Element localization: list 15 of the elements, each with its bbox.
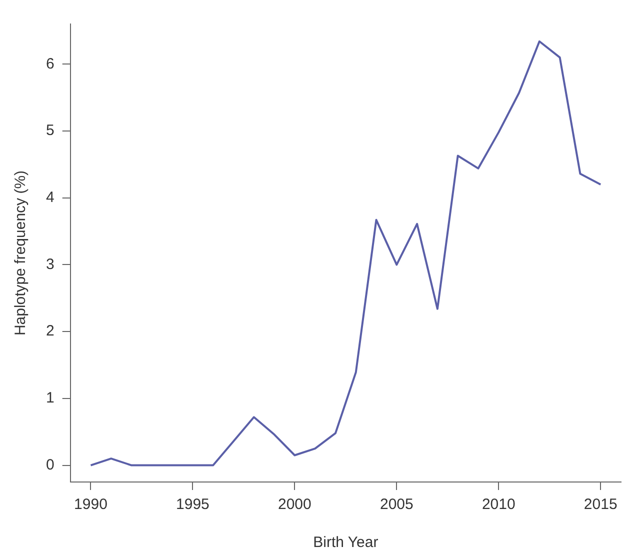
x-tick-label: 2010 (482, 496, 516, 514)
y-tick-label: 0 (46, 456, 54, 474)
x-tick-label: 2015 (584, 496, 618, 514)
y-tick-label: 4 (46, 188, 54, 206)
y-tick-label: 2 (46, 322, 54, 340)
y-axis-title: Haplotype frequency (%) (12, 170, 30, 336)
x-tick-label: 2000 (278, 496, 312, 514)
y-tick-label: 5 (46, 122, 54, 140)
x-tick-label: 2005 (380, 496, 414, 514)
y-tick-label: 1 (46, 390, 54, 407)
y-tick-label: 6 (46, 55, 54, 72)
x-tick-label: 1990 (74, 496, 108, 514)
x-tick-label: 1995 (176, 496, 210, 514)
x-axis-title: Birth Year (313, 534, 378, 552)
y-tick-label: 3 (46, 256, 54, 273)
